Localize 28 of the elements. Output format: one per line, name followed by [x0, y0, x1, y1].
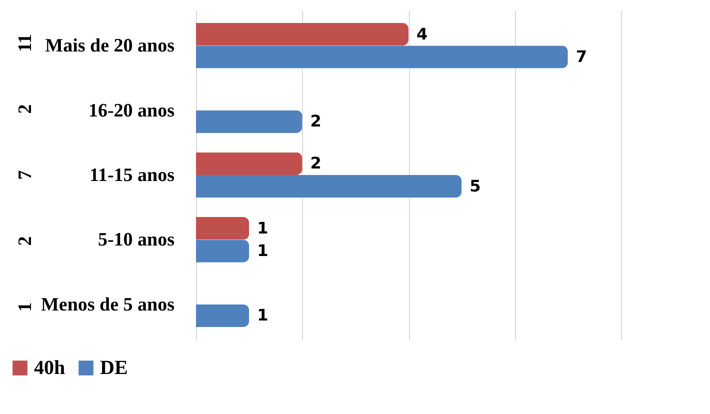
bar [196, 22, 408, 46]
bar [196, 175, 462, 198]
data-label: 2 [310, 112, 322, 131]
data-label: 7 [576, 46, 588, 66]
bar [196, 46, 568, 68]
bar [196, 110, 302, 133]
text: 11 [15, 34, 36, 52]
y-tick-label: 5-10 anos [98, 230, 174, 251]
y-tick-label: 11-15 anos [90, 165, 174, 186]
bar [196, 304, 250, 328]
text: 1 [15, 302, 36, 312]
text: 2 [15, 236, 36, 246]
text: 2 [15, 104, 36, 114]
bar [196, 217, 250, 240]
data-label: 2 [310, 154, 322, 173]
y-tick-label: Menos de 5 anos [40, 294, 174, 316]
data-label: 5 [470, 176, 481, 196]
data-label: 1 [257, 218, 268, 238]
bar [196, 240, 250, 262]
data-label: 4 [416, 24, 428, 44]
y-tick-label: 16-20 anos [88, 100, 174, 122]
y-tick-label: Mais de 20 anos [45, 36, 174, 57]
legend-label: DE [100, 357, 128, 379]
legend-label: 40h [34, 357, 66, 379]
text: 7 [15, 170, 36, 180]
data-label: 1 [257, 306, 268, 325]
data-label: 1 [257, 241, 268, 260]
bar [196, 152, 302, 175]
